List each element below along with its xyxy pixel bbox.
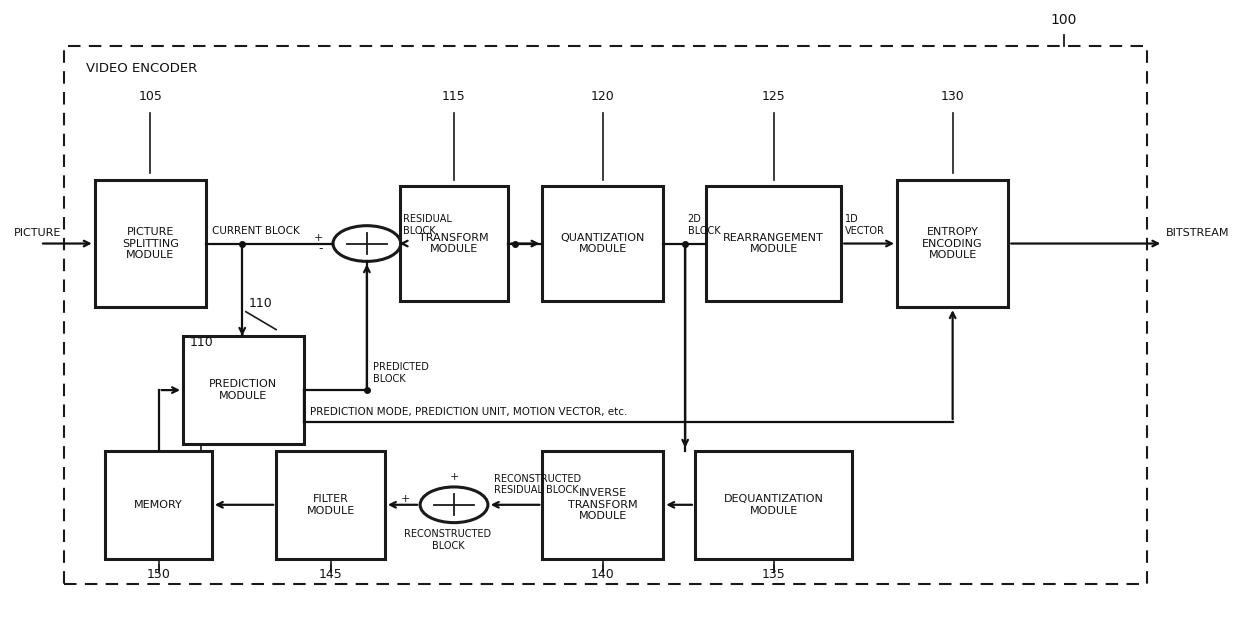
Text: PREDICTION
MODULE: PREDICTION MODULE	[210, 380, 278, 401]
Bar	[542, 186, 663, 301]
Bar	[542, 451, 663, 559]
Text: FILTER
MODULE: FILTER MODULE	[306, 494, 355, 516]
Text: RESIDUAL
BLOCK: RESIDUAL BLOCK	[403, 214, 453, 236]
Text: 110: 110	[190, 335, 213, 349]
Text: +: +	[449, 472, 459, 482]
Text: QUANTIZATION
MODULE: QUANTIZATION MODULE	[560, 233, 645, 254]
Text: PREDICTED
BLOCK: PREDICTED BLOCK	[373, 362, 429, 384]
Bar	[694, 451, 852, 559]
Bar	[184, 336, 304, 444]
Bar	[399, 186, 508, 301]
Circle shape	[420, 487, 487, 523]
Text: 110: 110	[248, 298, 272, 310]
Bar	[706, 186, 841, 301]
Text: BITSTREAM: BITSTREAM	[1166, 228, 1229, 239]
Text: +: +	[401, 495, 410, 504]
Text: RECONSTRUCTED
BLOCK: RECONSTRUCTED BLOCK	[404, 529, 491, 550]
Text: ENTROPY
ENCODING
MODULE: ENTROPY ENCODING MODULE	[923, 227, 983, 260]
Text: 100: 100	[1050, 13, 1078, 27]
Text: PREDICTION MODE, PREDICTION UNIT, MOTION VECTOR, etc.: PREDICTION MODE, PREDICTION UNIT, MOTION…	[310, 407, 627, 417]
Text: +: +	[314, 233, 324, 243]
Text: 120: 120	[591, 90, 615, 103]
Text: PICTURE: PICTURE	[14, 228, 61, 239]
Bar	[94, 180, 206, 307]
Text: -: -	[319, 243, 324, 255]
Text: 105: 105	[139, 90, 162, 103]
Text: 145: 145	[319, 568, 342, 581]
Text: CURRENT BLOCK: CURRENT BLOCK	[212, 226, 300, 236]
Text: MEMORY: MEMORY	[134, 500, 184, 510]
Text: 115: 115	[443, 90, 466, 103]
Text: 130: 130	[941, 90, 965, 103]
Bar	[105, 451, 212, 559]
Text: PICTURE
SPLITTING
MODULE: PICTURE SPLITTING MODULE	[122, 227, 179, 260]
Text: 135: 135	[761, 568, 785, 581]
Bar	[64, 46, 1147, 584]
Text: 1D
VECTOR: 1D VECTOR	[844, 214, 885, 236]
Text: 140: 140	[591, 568, 615, 581]
Text: REARRANGEMENT
MODULE: REARRANGEMENT MODULE	[723, 233, 823, 254]
Text: DEQUANTIZATION
MODULE: DEQUANTIZATION MODULE	[724, 494, 823, 516]
Text: TRANSFORM
MODULE: TRANSFORM MODULE	[419, 233, 489, 254]
Text: 2D
BLOCK: 2D BLOCK	[688, 214, 720, 236]
Circle shape	[334, 226, 401, 261]
Text: INVERSE
TRANSFORM
MODULE: INVERSE TRANSFORM MODULE	[568, 488, 637, 522]
Text: 150: 150	[146, 568, 171, 581]
Text: 125: 125	[761, 90, 785, 103]
Text: RECONSTRUCTED
RESIDUAL BLOCK: RECONSTRUCTED RESIDUAL BLOCK	[494, 474, 582, 495]
Text: VIDEO ENCODER: VIDEO ENCODER	[86, 62, 197, 75]
Bar	[277, 451, 386, 559]
Bar	[897, 180, 1008, 307]
